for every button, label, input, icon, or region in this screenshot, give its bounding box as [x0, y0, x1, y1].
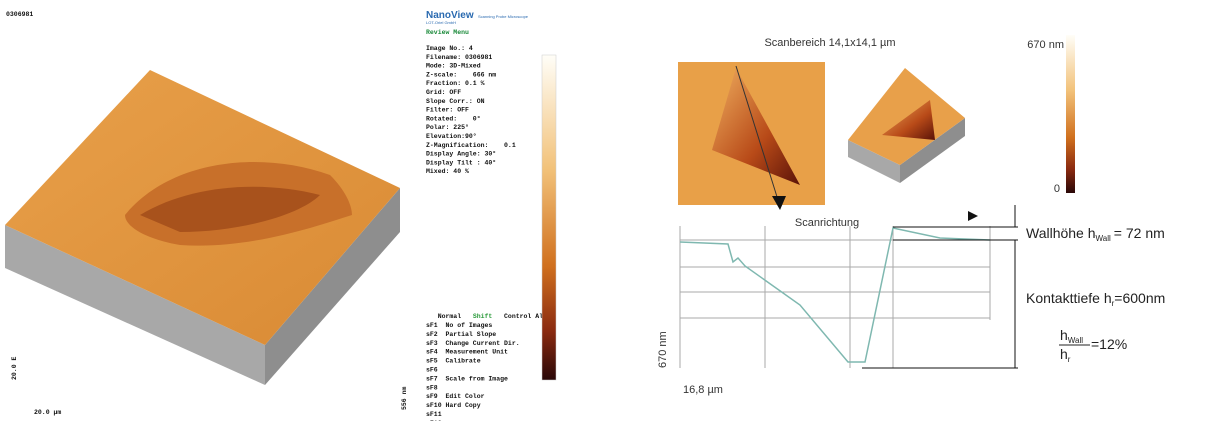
z-label: 20.0 E [11, 356, 18, 380]
profile [680, 228, 990, 362]
menu-line: Mixed: 40 % [426, 168, 469, 175]
menu-line: sF11 [426, 411, 442, 418]
brand-sub: Scanning Probe Microscope [478, 14, 529, 19]
menu-line: Mode: 3D-Mixed [426, 63, 481, 70]
figure: 0306981 20.0 E 20.0 µm 556 nm NanoView S… [0, 0, 1216, 421]
menu-line: Filename: 0306981 [426, 54, 492, 61]
menu-line: Grid: OFF [426, 89, 461, 96]
value: =600nm [1114, 290, 1165, 306]
menu-line: Elevation:90° [426, 132, 477, 140]
image-id: 0306981 [6, 11, 33, 18]
ratio-num: hWall [1060, 327, 1083, 345]
key-normal: Normal [438, 313, 462, 320]
menu-line: sF3 Change Current Dir. [426, 340, 520, 347]
menu-line: sF1 No of Images [426, 322, 492, 329]
value: = 72 nm [1114, 225, 1165, 241]
ratio-den: hr [1060, 346, 1071, 364]
menu-line: sF5 Calibrate [426, 358, 481, 365]
h: h [1060, 327, 1068, 343]
colorbar [542, 55, 556, 380]
menu-title: Review Menu [426, 29, 469, 36]
h: h [1060, 346, 1068, 362]
colorbar-max: 670 nm [1027, 39, 1064, 51]
label: Kontakttiefe h [1026, 290, 1112, 306]
annotation-lines [862, 205, 1018, 368]
menu-line: Polar: 225° [426, 123, 469, 131]
menu-line: Display Angle: 30° [426, 150, 496, 158]
z-scale: 556 nm [401, 386, 408, 410]
keys-header: Normal Shift Control Alt [426, 313, 551, 320]
ratio-value: =12% [1091, 336, 1127, 352]
brand-small: LOT-Oriel GmbH [426, 20, 456, 25]
menu-line: sF10 Hard Copy [426, 402, 481, 409]
menu-line: Rotated: 0° [426, 114, 481, 122]
keys: sF1 No of Images sF2 Partial Slope sF3 Cha… [426, 322, 520, 421]
subscript: Wall [1096, 234, 1111, 243]
key-control: Control Alt [504, 313, 547, 320]
menu-line: sF4 Measurement Unit [426, 349, 508, 356]
params: Image No.: 4 Filename: 0306981 Mode: 3D-Mi… [426, 45, 516, 175]
arrow-head [968, 211, 978, 221]
colorbar-min: 0 [1054, 183, 1060, 195]
scan-area: Scanbereich 14,1x14,1 µm [764, 37, 895, 49]
subscript: Wall [1068, 336, 1083, 345]
menu-line: Slope Corr.: ON [426, 98, 485, 105]
wall-height: Wallhöhe hWall= 72 nm [1026, 225, 1165, 243]
menu-line: Image No.: 4 [426, 45, 473, 52]
scale-bar: 20.0 µm [34, 409, 61, 416]
x-axis-label: 16,8 µm [683, 384, 723, 396]
y-axis-label: 670 nm [657, 331, 669, 368]
menu-line: sF7 Scale from Image [426, 375, 508, 382]
subscript: r [1068, 355, 1071, 364]
contact-depth: Kontakttiefe hr=600nm [1026, 290, 1165, 308]
menu-line: sF6 [426, 367, 438, 374]
scan-direction: Scanrichtung [795, 217, 859, 229]
menu-line: Display Tilt : 40° [426, 158, 496, 166]
colorbar [1066, 35, 1075, 193]
menu-line: sF8 [426, 384, 438, 391]
menu-line: sF2 Partial Slope [426, 331, 496, 338]
menu-line: Z-Magnification: 0.1 [426, 142, 516, 149]
menu-line: Fraction: 0.1 % [426, 80, 485, 87]
menu-line: Filter: OFF [426, 107, 469, 114]
menu-line: Z-scale: 666 nm [426, 71, 496, 78]
label: Wallhöhe h [1026, 225, 1096, 241]
key-shift: Shift [473, 313, 493, 320]
menu-line: sF9 Edit Color [426, 393, 485, 400]
